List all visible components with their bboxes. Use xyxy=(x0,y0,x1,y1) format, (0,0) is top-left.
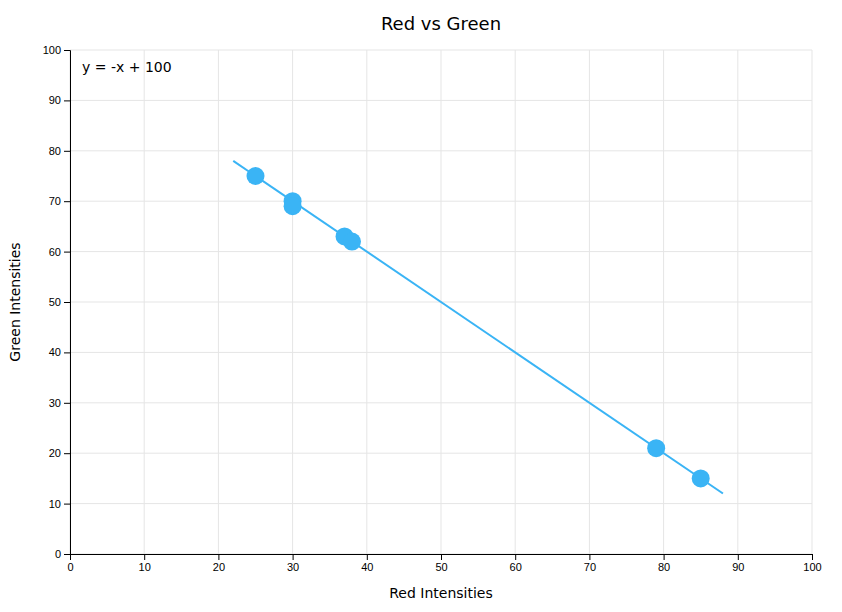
axis-line xyxy=(71,555,813,561)
chart: 0 10 20 30 40 50 60 70 80 90 100 0 10 20 30 40 50 60 70 80 9… xyxy=(0,0,842,612)
tick-label: 30 xyxy=(287,561,299,573)
tick-mark xyxy=(738,554,739,560)
tick-mark xyxy=(64,403,70,404)
plot-area: 0 10 20 30 40 50 60 70 80 90 100 0 10 20 30 40 50 60 70 80 9… xyxy=(43,44,822,573)
grid-line xyxy=(70,453,812,454)
point xyxy=(692,469,710,487)
grid-line xyxy=(70,201,812,202)
tick-mark xyxy=(64,554,70,555)
tick-label: 70 xyxy=(584,561,596,573)
tick-mark xyxy=(367,554,368,560)
tick: 100 xyxy=(803,554,821,573)
tick-mark xyxy=(589,554,590,560)
tick-label: 100 xyxy=(43,44,61,56)
point xyxy=(343,233,361,251)
tick: 60 xyxy=(49,246,70,258)
tick-mark xyxy=(64,151,70,152)
tick: 70 xyxy=(49,195,70,207)
tick-label: 60 xyxy=(49,246,61,258)
tick-mark xyxy=(144,554,145,560)
tick-label: 30 xyxy=(49,397,61,409)
tick-label: 20 xyxy=(213,561,225,573)
tick-mark xyxy=(64,352,70,353)
tick: 10 xyxy=(139,554,151,573)
grid-line xyxy=(70,402,812,403)
tick: 80 xyxy=(658,554,670,573)
tick: 50 xyxy=(435,554,447,573)
tick-mark xyxy=(64,453,70,454)
tick-label: 10 xyxy=(49,498,61,510)
grid-line xyxy=(70,150,812,151)
tick: 80 xyxy=(49,145,70,157)
tick: 70 xyxy=(584,554,596,573)
tick-label: 60 xyxy=(510,561,522,573)
tick-mark xyxy=(218,554,219,560)
title: Red vs Green xyxy=(381,13,501,34)
grid-line xyxy=(70,100,812,101)
tick: 30 xyxy=(49,397,70,409)
tick: 90 xyxy=(49,94,70,106)
tick-label: 0 xyxy=(55,548,61,560)
x-axis-label: Red Intensities xyxy=(389,585,493,601)
tick-mark xyxy=(64,252,70,253)
tick-label: 90 xyxy=(49,94,61,106)
tick: 0 xyxy=(55,548,70,560)
grid-line xyxy=(70,50,812,51)
tick-label: 100 xyxy=(803,561,821,573)
tick-mark xyxy=(64,302,70,303)
line xyxy=(233,161,723,494)
tick: 50 xyxy=(49,296,70,308)
tick-label: 0 xyxy=(67,561,73,573)
tick: 40 xyxy=(49,346,70,358)
tick-label: 90 xyxy=(732,561,744,573)
tick-label: 40 xyxy=(361,561,373,573)
tick: 100 xyxy=(43,44,70,56)
point xyxy=(647,439,665,457)
tick-label: 20 xyxy=(49,447,61,459)
grid-line xyxy=(70,503,812,504)
grid xyxy=(70,50,812,554)
tick-label: 10 xyxy=(139,561,151,573)
grid-line xyxy=(70,352,812,353)
tick-mark xyxy=(64,100,70,101)
y-axis: 0 10 20 30 40 50 60 70 80 90 100 xyxy=(43,44,71,560)
x-axis: 0 10 20 30 40 50 60 70 80 90 100 xyxy=(67,554,821,573)
tick-label: 40 xyxy=(49,346,61,358)
tick-label: 80 xyxy=(658,561,670,573)
tick-mark xyxy=(64,50,70,51)
tick: 20 xyxy=(49,447,70,459)
tick-mark xyxy=(664,554,665,560)
annotation: y = -x + 100 xyxy=(82,59,172,75)
y-axis-label: Green Intensities xyxy=(7,242,23,361)
tick: 60 xyxy=(510,554,522,573)
axis-line xyxy=(64,51,71,555)
tick-label: 70 xyxy=(49,195,61,207)
tick-label: 50 xyxy=(49,296,61,308)
tick-label: 80 xyxy=(49,145,61,157)
tick: 10 xyxy=(49,498,70,510)
tick: 90 xyxy=(732,554,744,573)
marks xyxy=(233,161,723,494)
tick-mark xyxy=(293,554,294,560)
tick: 30 xyxy=(287,554,299,573)
tick-label: 50 xyxy=(435,561,447,573)
tick-mark xyxy=(515,554,516,560)
tick: 40 xyxy=(361,554,373,573)
grid-line xyxy=(70,251,812,252)
tick-mark xyxy=(64,504,70,505)
tick: 20 xyxy=(213,554,225,573)
tick-mark xyxy=(441,554,442,560)
point xyxy=(284,197,302,215)
tick: 0 xyxy=(67,554,73,573)
tick-mark xyxy=(64,201,70,202)
tick-mark xyxy=(812,554,813,560)
point xyxy=(247,167,265,185)
